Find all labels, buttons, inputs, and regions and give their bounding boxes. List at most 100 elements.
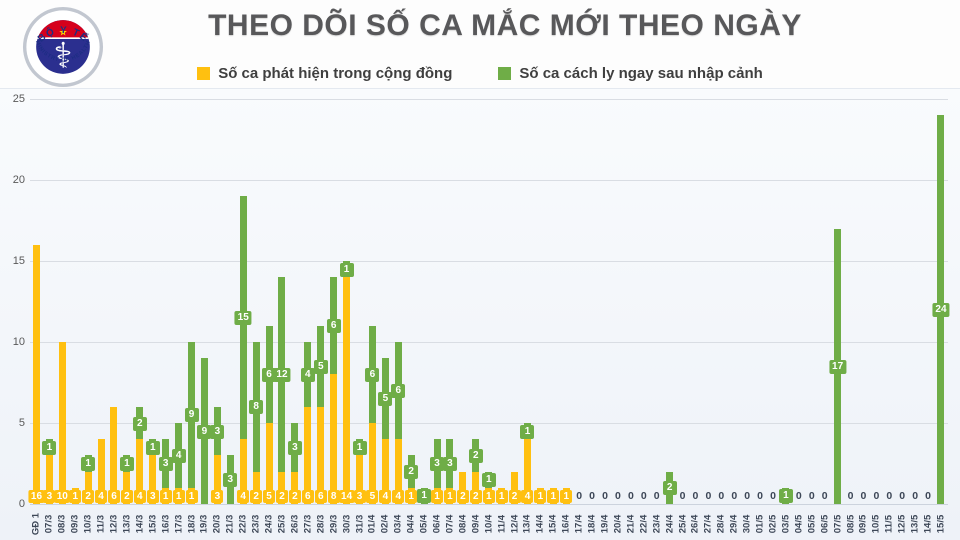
x-axis-label-cell: 22/3 — [237, 506, 250, 540]
caduceus-icon: ⚕ — [53, 36, 72, 77]
bar-community — [291, 471, 299, 504]
data-label-zero: 0 — [576, 490, 583, 502]
bar-column: 4 — [95, 89, 108, 504]
x-axis-label: 05/4 — [418, 514, 430, 533]
bar-column: 0 — [676, 89, 689, 504]
x-axis-label: 13/3 — [121, 514, 133, 533]
x-axis-label: 15/4 — [547, 514, 559, 533]
x-axis-label: 03/4 — [392, 514, 404, 533]
x-axis-label-cell: 03/4 — [392, 506, 405, 540]
bar-community — [394, 439, 402, 504]
x-axis-label-cell: 01/4 — [366, 506, 379, 540]
x-axis-label: 07/5 — [832, 514, 844, 533]
x-axis-label: 06/4 — [431, 514, 443, 533]
data-label-entry: 4 — [171, 448, 186, 463]
x-axis-label-cell: 03/5 — [779, 506, 792, 540]
data-label-entry: 1 — [119, 457, 134, 471]
x-axis-label: 09/5 — [857, 514, 869, 533]
data-label-zero: 0 — [873, 490, 880, 502]
data-label-community: 2 — [469, 490, 482, 503]
x-axis-label-cell: 07/4 — [444, 506, 457, 540]
x-axis-label: 22/4 — [638, 514, 650, 533]
bar-community — [278, 471, 286, 504]
x-axis-label-cell: 25/3 — [276, 506, 289, 540]
bar-column: 0 — [611, 89, 624, 504]
x-axis-label: 17/3 — [173, 514, 185, 533]
bar-community — [381, 439, 389, 504]
data-label-community: 3 — [353, 490, 366, 503]
bar-column: 1 — [534, 89, 547, 504]
page-title: THEO DÕI SỐ CA MẮC MỚI THEO NGÀY — [208, 9, 802, 42]
bar-column: 0 — [844, 89, 857, 504]
x-axis-label: 04/5 — [793, 514, 805, 533]
x-axis-label-cell: 05/4 — [418, 506, 431, 540]
x-axis-label-cell: 23/3 — [250, 506, 263, 540]
data-label-community: 3 — [43, 490, 56, 503]
bar-column: 6 — [107, 89, 121, 504]
bar-community — [45, 455, 53, 504]
data-label-entry: 2 — [132, 416, 147, 431]
data-label-entry: 6 — [326, 319, 341, 334]
x-axis-label-cell: 08/5 — [844, 506, 857, 540]
bar-column: 0 — [689, 89, 702, 504]
x-axis-label: 15/3 — [147, 514, 159, 533]
x-axis-label-cell: 20/4 — [611, 506, 624, 540]
x-axis-label: 19/3 — [198, 514, 210, 533]
x-axis-label: 26/4 — [689, 514, 701, 533]
x-axis-label: 12/3 — [108, 514, 120, 533]
bar-community — [343, 277, 351, 504]
bar-column: 1 — [69, 89, 82, 504]
y-tick-label: 10 — [12, 336, 25, 348]
x-axis-label-cell: 16/4 — [560, 506, 573, 540]
x-axis-label-cell: 09/3 — [69, 506, 82, 540]
data-label-zero: 0 — [899, 490, 906, 502]
data-label-entry: 1 — [778, 489, 793, 504]
x-axis-label-cell: 26/3 — [288, 506, 301, 540]
x-axis-label: 16/3 — [160, 514, 172, 533]
bar-column: 2 — [456, 89, 469, 504]
x-axis-label-cell: 27/4 — [702, 506, 715, 540]
bar-column: 0 — [883, 89, 896, 504]
data-label-zero: 0 — [692, 490, 699, 502]
bar-community — [523, 439, 531, 504]
data-label-community: 4 — [392, 490, 405, 503]
data-label-community: 1 — [547, 490, 560, 503]
data-label-zero: 0 — [860, 490, 867, 502]
x-axis-label-cell: 24/3 — [263, 506, 276, 540]
x-axis-label: 04/4 — [405, 514, 417, 533]
x-axis-label: 02/5 — [767, 514, 779, 533]
legend-swatch-entry — [498, 66, 512, 80]
data-label-entry: 5 — [378, 392, 393, 407]
data-label-entry: 1 — [481, 473, 496, 488]
gridline — [30, 99, 948, 100]
x-axis-label-cell: 05/5 — [805, 506, 818, 540]
data-label-zero: 0 — [731, 490, 738, 502]
data-label-zero: 0 — [808, 490, 815, 502]
data-label-community: 2 — [120, 490, 133, 503]
x-axis-label-cell: 22/4 — [637, 506, 650, 540]
gridline — [30, 261, 948, 262]
data-label-community: 6 — [314, 490, 327, 503]
x-axis-label: 14/3 — [134, 514, 146, 533]
y-tick-label: 0 — [18, 498, 25, 510]
bar-column: 0 — [586, 89, 599, 504]
data-label-entry: 9 — [184, 408, 199, 423]
data-label-zero: 0 — [640, 490, 647, 502]
data-label-community: 1 — [405, 490, 418, 503]
x-axis-label-cell: 13/5 — [909, 506, 922, 540]
x-axis-label: 10/4 — [483, 514, 495, 533]
x-axis-label-cell: 01/5 — [754, 506, 767, 540]
x-axis-label: 15/5 — [935, 514, 947, 533]
data-label-zero: 0 — [821, 490, 828, 502]
y-tick-label: 15 — [12, 255, 25, 267]
data-label-community: 4 — [521, 490, 534, 503]
x-axis-label: 07/3 — [43, 514, 55, 533]
x-axis-label-cell: 15/4 — [547, 506, 560, 540]
data-label-zero: 0 — [718, 490, 725, 502]
